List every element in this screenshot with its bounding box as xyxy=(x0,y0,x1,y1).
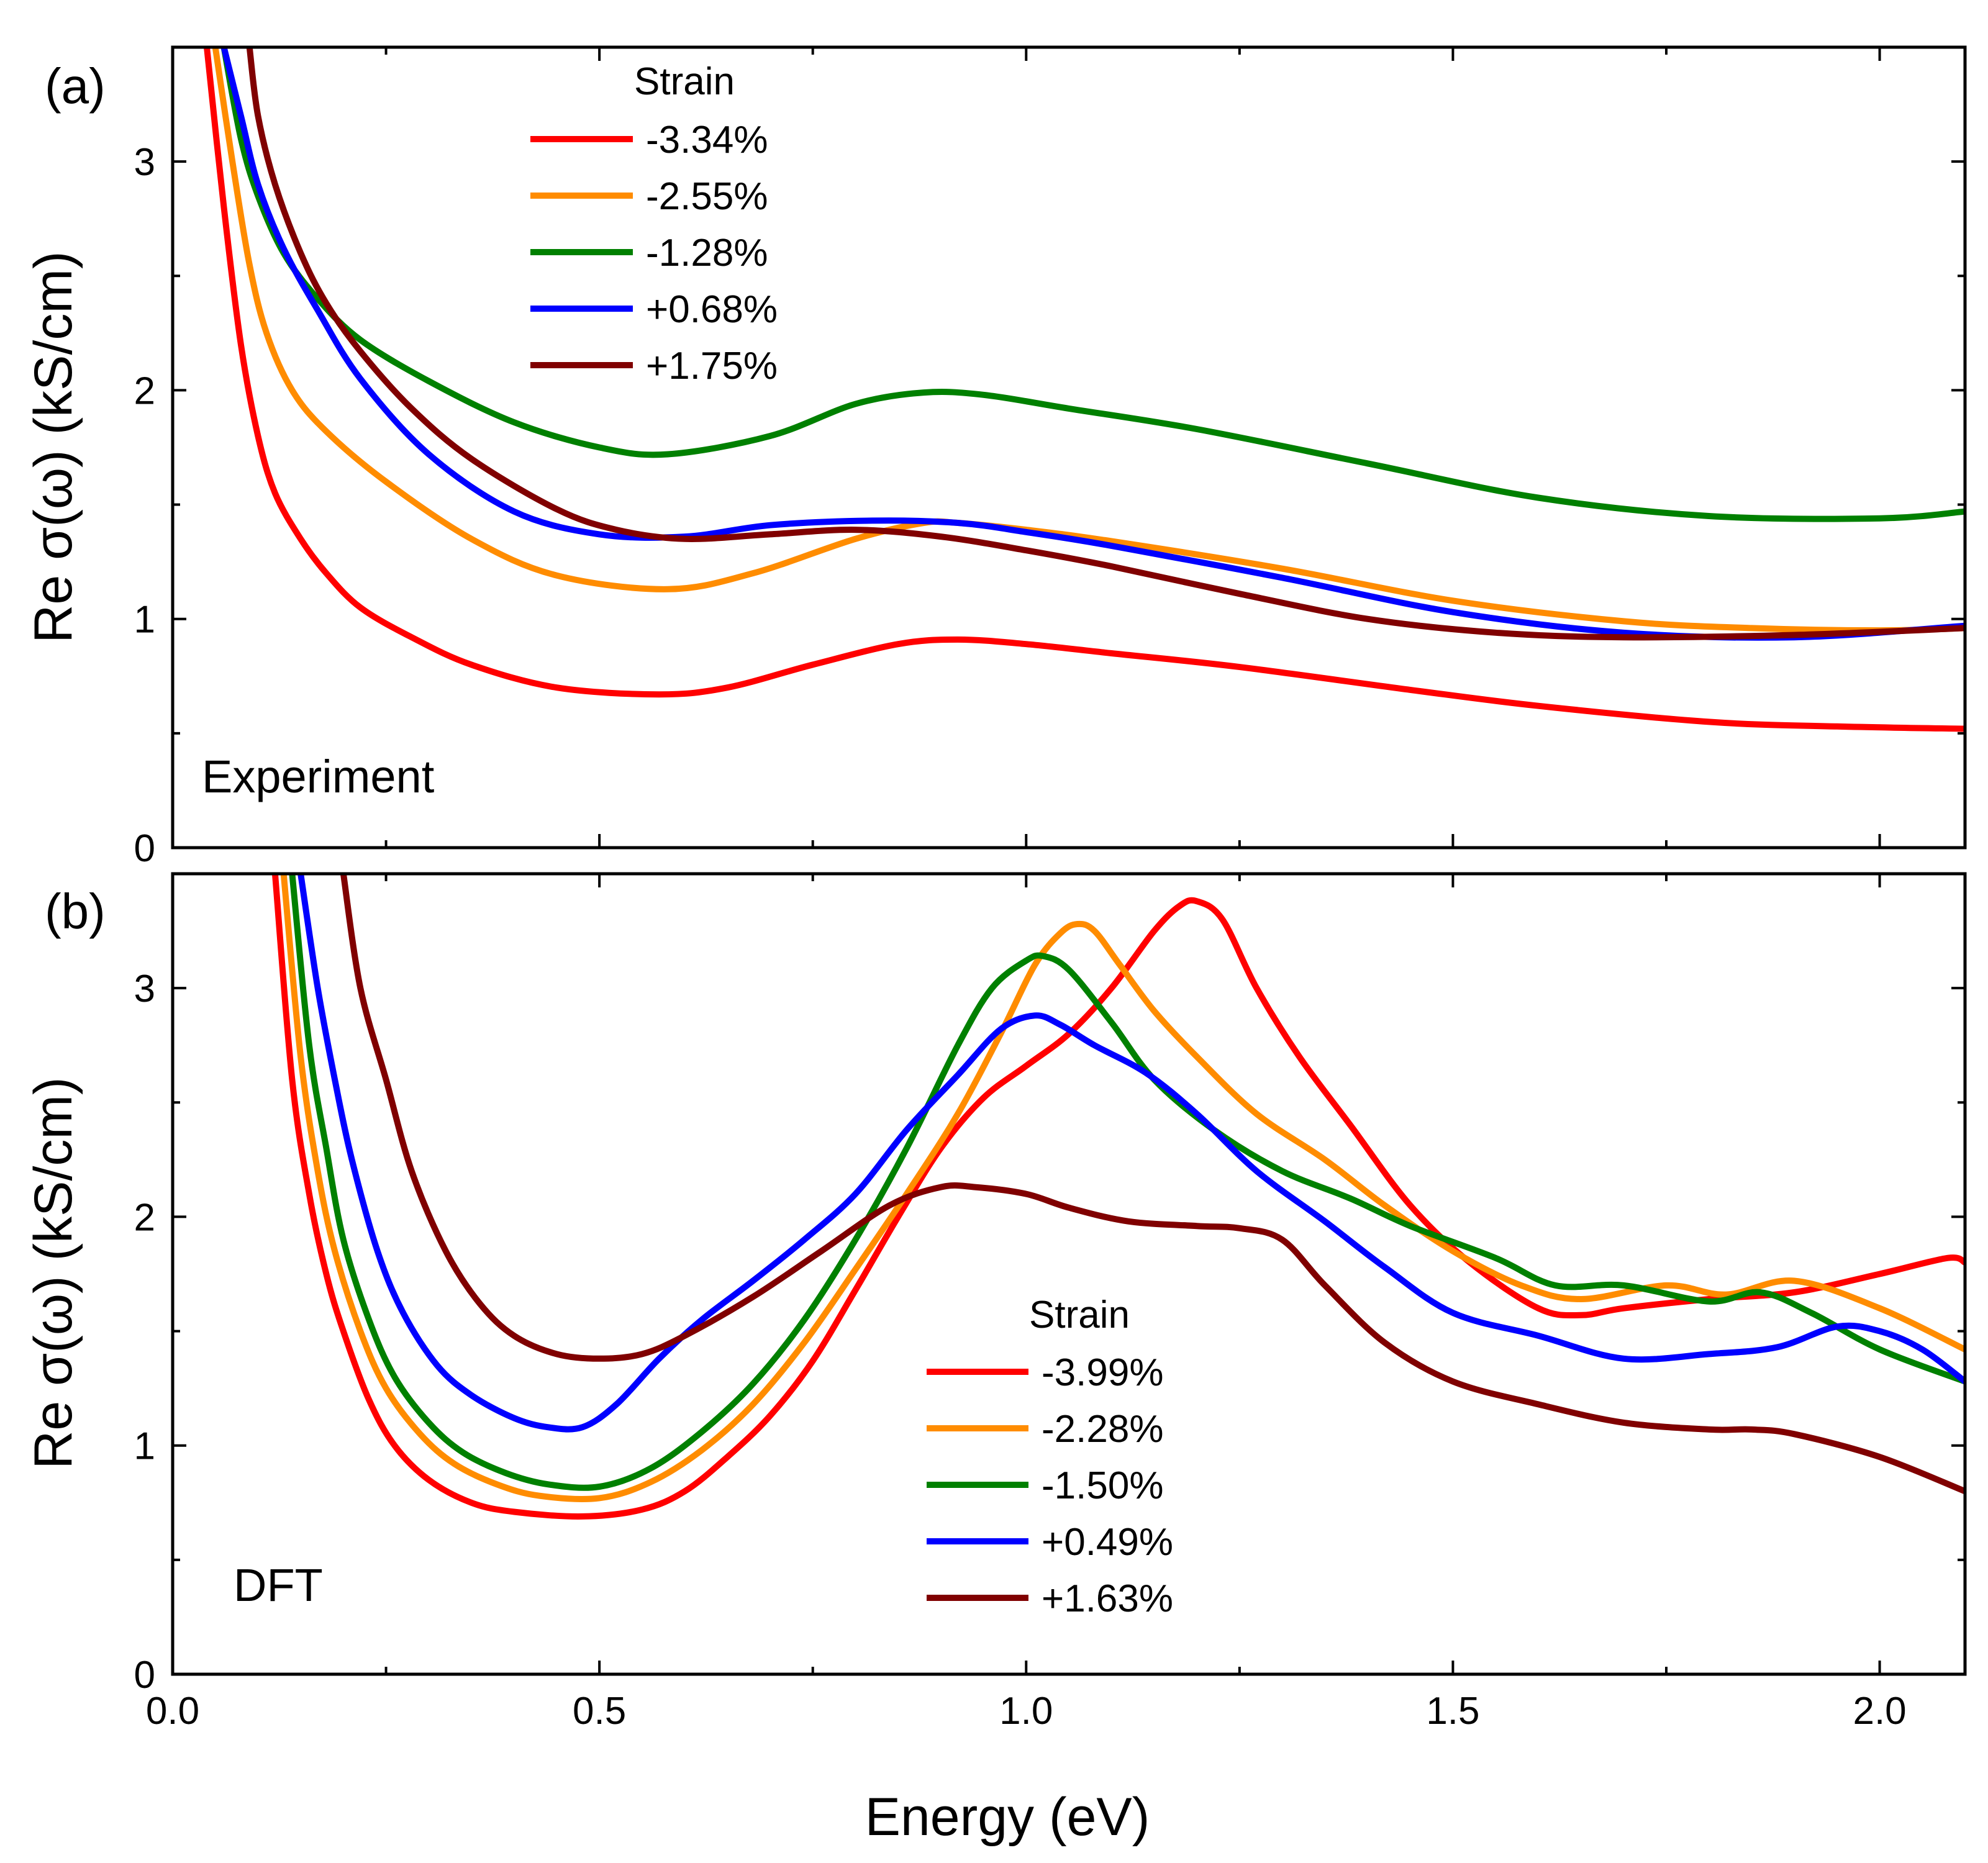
panel-b-legend-label-2: -1.50% xyxy=(1042,1464,1163,1507)
panel-b-ytick-label: 1 xyxy=(134,1425,155,1468)
panel-a-series-4 xyxy=(246,47,1965,641)
panel-experiment: 0 1 2 3 (a) Experiment Re σ(ω) (kS/cm) Stra… xyxy=(24,45,1967,870)
panel-a-legend-label-4: +1.75% xyxy=(646,345,778,388)
panel-b-xtick-label: 1.5 xyxy=(1426,1690,1479,1733)
x-axis-title: Energy (eV) xyxy=(865,1787,1150,1847)
panel-b-annotation: DFT xyxy=(234,1559,323,1611)
panel-b-frame xyxy=(171,872,1967,1676)
panel-b-legend-label-3: +0.49% xyxy=(1042,1521,1173,1564)
panel-b-xtick-label: 0.5 xyxy=(573,1690,626,1733)
panel-a-series-3 xyxy=(220,47,1965,641)
panel-a-ticks xyxy=(171,46,1965,849)
panel-b-ytick-label: 2 xyxy=(134,1196,155,1239)
panel-a-legend-label-3: +0.68% xyxy=(646,288,778,331)
panel-a-tick-labels: 0 1 2 3 xyxy=(134,141,155,870)
panel-b-ylabel: Re σ(ω) (kS/cm) xyxy=(24,1077,83,1469)
panel-dft: 0 1 2 3 0.0 0.5 1.0 1.5 2.0 (b) DFT Re σ(ω) (kS/… xyxy=(24,872,1967,1733)
panel-b-tick-labels: 0 1 2 3 0.0 0.5 1.0 1.5 2.0 xyxy=(134,968,1907,1733)
panel-b-ytick-label: 3 xyxy=(134,968,155,1010)
panel-b-label: (b) xyxy=(45,884,106,939)
panel-a-legend-label-2: -1.28% xyxy=(646,232,768,274)
panel-a-frame xyxy=(171,45,1967,850)
panel-b-legend-label-0: -3.99% xyxy=(1042,1351,1163,1394)
panel-a-label: (a) xyxy=(45,58,106,114)
panel-b-series-1 xyxy=(280,874,1965,1502)
panel-a-legend: Strain -3.34% -2.55% -1.28% +0.68% +1.75% xyxy=(530,60,778,388)
panel-b-ytick-label: 0 xyxy=(134,1654,155,1697)
panel-b-series-layer xyxy=(271,874,1965,1520)
panel-a-series-2 xyxy=(220,47,1965,522)
panel-b-series-0 xyxy=(271,874,1965,1520)
panel-a-annotation: Experiment xyxy=(202,751,435,802)
panel-b-xtick-label: 2.0 xyxy=(1853,1690,1906,1733)
panel-b-legend-label-4: +1.63% xyxy=(1042,1577,1173,1620)
panel-a-legend-title: Strain xyxy=(634,60,735,103)
panel-b-legend: Strain -3.99% -2.28% -1.50% +0.49% +1.63% xyxy=(927,1294,1173,1620)
panel-b-series-4 xyxy=(340,874,1965,1495)
panel-b-legend-label-1: -2.28% xyxy=(1042,1408,1163,1451)
panel-a-series-1 xyxy=(212,47,1965,634)
panel-a-ytick-label: 0 xyxy=(134,827,155,870)
panel-a-legend-label-0: -3.34% xyxy=(646,119,768,161)
panel-a-ytick-label: 1 xyxy=(134,599,155,641)
panel-b-series-3 xyxy=(297,874,1965,1433)
panel-b-xtick-label: 0.0 xyxy=(146,1690,199,1733)
panel-a-series-layer xyxy=(204,47,1965,732)
panel-a-ytick-label: 3 xyxy=(134,141,155,184)
panel-b-series-2 xyxy=(289,874,1965,1491)
panel-a-legend-label-1: -2.55% xyxy=(646,175,768,218)
panel-b-legend-title: Strain xyxy=(1029,1294,1130,1336)
panel-a-ylabel: Re σ(ω) (kS/cm) xyxy=(24,251,83,643)
panel-a-series-0 xyxy=(204,47,1965,732)
panel-b-xtick-label: 1.0 xyxy=(999,1690,1053,1733)
panel-b-ticks xyxy=(171,873,1965,1675)
panel-a-ytick-label: 2 xyxy=(134,369,155,412)
